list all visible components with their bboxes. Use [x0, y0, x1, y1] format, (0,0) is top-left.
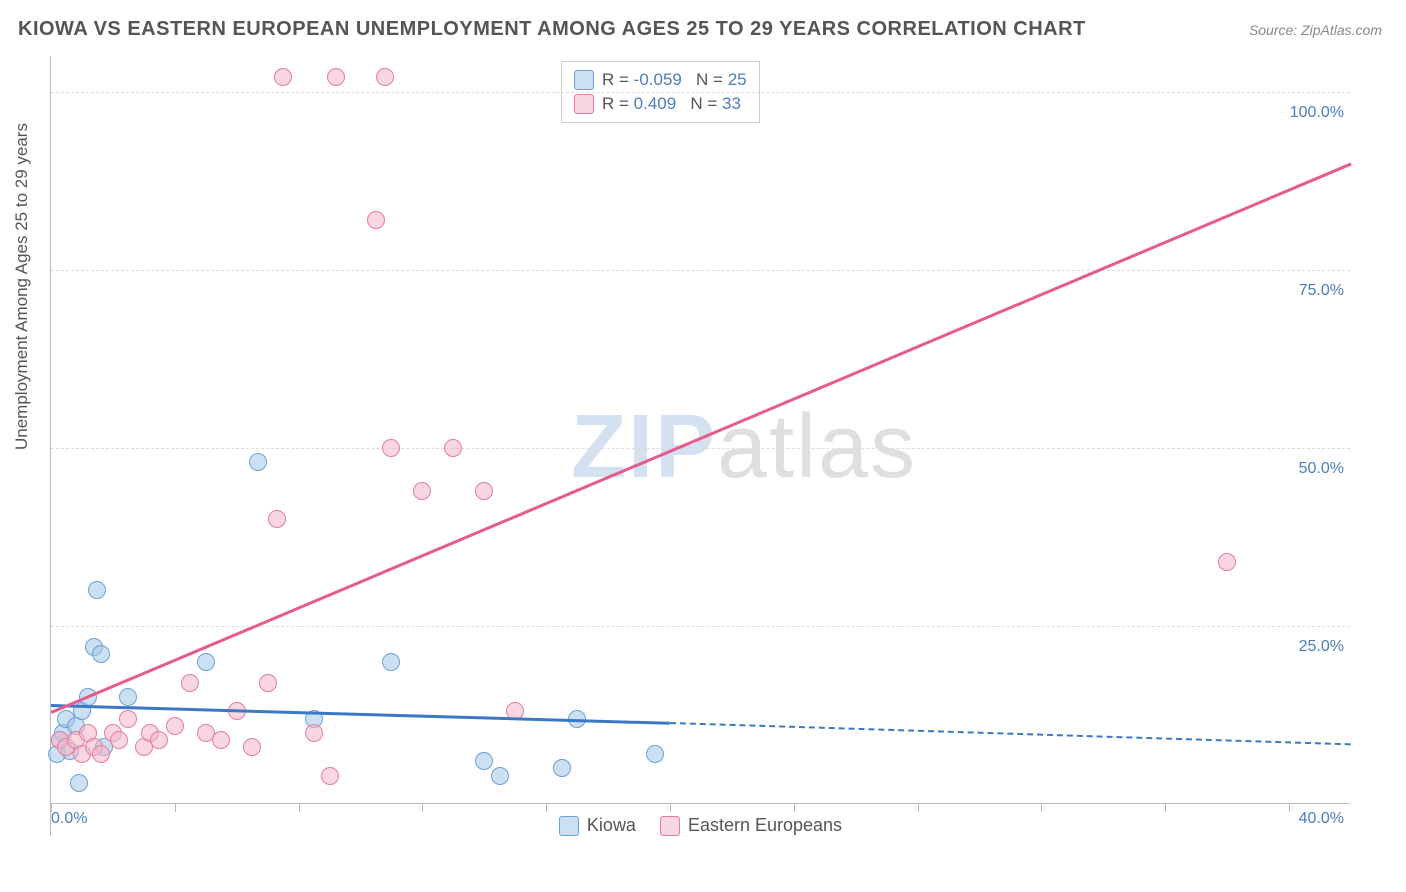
y-tick-label: 75.0%	[1299, 282, 1344, 300]
plot-area: ZIPatlas R = -0.059 N = 25R = 0.409 N = …	[50, 56, 1350, 836]
data-point	[268, 510, 286, 528]
y-axis-label: Unemployment Among Ages 25 to 29 years	[12, 123, 32, 450]
stats-row: R = 0.409 N = 33	[574, 92, 747, 116]
x-axis	[51, 803, 1350, 804]
y-tick-label: 100.0%	[1290, 104, 1344, 122]
legend-swatch	[559, 816, 579, 836]
data-point	[382, 439, 400, 457]
x-tick-label: 0.0%	[51, 810, 87, 828]
data-point	[119, 710, 137, 728]
data-point	[259, 674, 277, 692]
x-tick	[422, 804, 423, 812]
gridline	[51, 626, 1350, 627]
data-point	[166, 717, 184, 735]
data-point	[1218, 553, 1236, 571]
x-tick	[546, 804, 547, 812]
data-point	[249, 453, 267, 471]
x-tick	[1289, 804, 1290, 812]
data-point	[119, 688, 137, 706]
stats-text: R = 0.409 N = 33	[602, 92, 741, 116]
x-tick	[1041, 804, 1042, 812]
x-tick	[918, 804, 919, 812]
data-point	[475, 482, 493, 500]
chart-title: KIOWA VS EASTERN EUROPEAN UNEMPLOYMENT A…	[18, 18, 1086, 41]
stats-row: R = -0.059 N = 25	[574, 68, 747, 92]
data-point	[181, 674, 199, 692]
stats-text: R = -0.059 N = 25	[602, 68, 747, 92]
data-point	[92, 645, 110, 663]
x-tick	[1165, 804, 1166, 812]
gridline	[51, 448, 1350, 449]
x-tick	[299, 804, 300, 812]
data-point	[70, 774, 88, 792]
trend-line	[51, 163, 1352, 714]
gridline	[51, 270, 1350, 271]
data-point	[376, 68, 394, 86]
data-point	[110, 731, 128, 749]
series-legend: Kiowa Eastern Europeans	[51, 815, 1350, 836]
trend-line	[670, 722, 1351, 745]
legend-item: Kiowa	[559, 815, 636, 836]
data-point	[553, 759, 571, 777]
data-point	[475, 752, 493, 770]
legend-swatch	[574, 70, 594, 90]
source-label: Source: ZipAtlas.com	[1249, 22, 1382, 38]
legend-swatch	[660, 816, 680, 836]
data-point	[305, 724, 323, 742]
legend-swatch	[574, 94, 594, 114]
data-point	[646, 745, 664, 763]
data-point	[150, 731, 168, 749]
legend-item: Eastern Europeans	[660, 815, 842, 836]
x-tick	[175, 804, 176, 812]
y-tick-label: 50.0%	[1299, 460, 1344, 478]
data-point	[92, 745, 110, 763]
x-tick	[794, 804, 795, 812]
data-point	[243, 738, 261, 756]
x-tick	[670, 804, 671, 812]
data-point	[212, 731, 230, 749]
data-point	[382, 653, 400, 671]
gridline	[51, 92, 1350, 93]
data-point	[197, 653, 215, 671]
data-point	[491, 767, 509, 785]
x-tick-label: 40.0%	[1299, 810, 1344, 828]
data-point	[444, 439, 462, 457]
data-point	[274, 68, 292, 86]
data-point	[413, 482, 431, 500]
y-tick-label: 25.0%	[1299, 638, 1344, 656]
data-point	[327, 68, 345, 86]
data-point	[88, 581, 106, 599]
data-point	[321, 767, 339, 785]
legend-label: Eastern Europeans	[688, 815, 842, 836]
data-point	[367, 211, 385, 229]
legend-label: Kiowa	[587, 815, 636, 836]
